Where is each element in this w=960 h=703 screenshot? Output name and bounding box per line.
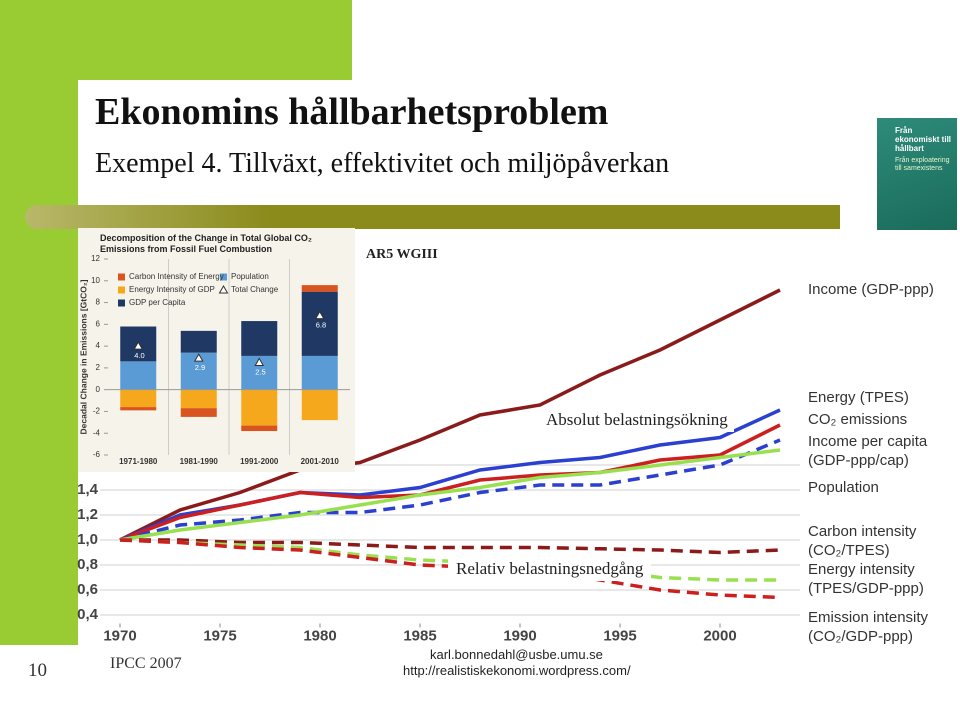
total-label: 2.5 bbox=[255, 367, 265, 376]
x-tick-label: 2001-2010 bbox=[301, 457, 340, 466]
series-line bbox=[119, 448, 781, 542]
legend-label: Total Change bbox=[231, 285, 279, 294]
green-strip bbox=[0, 0, 78, 645]
divider-bar bbox=[25, 205, 840, 229]
x-tick-label: 1971-1980 bbox=[119, 457, 158, 466]
total-marker bbox=[314, 310, 325, 320]
total-marker bbox=[254, 357, 265, 366]
y-tick-label: 2 bbox=[96, 363, 101, 372]
y-tick-label: 6 bbox=[96, 319, 101, 328]
series-line bbox=[119, 288, 781, 542]
y-tick-label: 1,4 bbox=[77, 481, 99, 498]
y-tick-label: 12 bbox=[91, 254, 100, 263]
x-tick-label: 1975 bbox=[203, 627, 236, 644]
slide-title: Ekonomins hållbarhetsproblem bbox=[95, 91, 609, 133]
bar-segment bbox=[180, 330, 217, 353]
x-tick-label: 1991-2000 bbox=[240, 457, 279, 466]
bar-segment bbox=[120, 389, 157, 408]
annotation: Relativ belastningsnedgång bbox=[448, 557, 652, 581]
annotation: Absolut belastningsökning bbox=[540, 408, 734, 432]
bar-segment bbox=[301, 355, 338, 390]
legend-label: Energy Intensity of GDP bbox=[129, 285, 215, 294]
legend-label: Carbon Intensity of Energy bbox=[129, 272, 224, 281]
legend-label: Population bbox=[808, 479, 879, 496]
x-tick-label: 1970 bbox=[103, 627, 136, 644]
y-tick-label: 4 bbox=[96, 341, 101, 350]
total-label: 2.9 bbox=[195, 363, 205, 372]
bar-segment bbox=[241, 425, 278, 432]
y-tick-label: 8 bbox=[96, 298, 101, 307]
y-tick-label: 0,6 bbox=[77, 581, 98, 598]
legend-label: Emission intensity (CO₂/GDP-ppp) bbox=[808, 609, 929, 645]
bar-segment bbox=[180, 408, 217, 417]
x-tick-label: 1981-1990 bbox=[180, 457, 219, 466]
legend-label: Population bbox=[231, 272, 269, 281]
page-number: 10 bbox=[28, 660, 47, 681]
bar-segment bbox=[241, 389, 278, 426]
bar-segment bbox=[301, 291, 338, 356]
x-tick-label: 1980 bbox=[303, 627, 336, 644]
y-tick-label: -6 bbox=[93, 450, 101, 459]
inset-title: Decomposition of the Change in Total Glo… bbox=[100, 233, 312, 254]
y-tick-label: 1,2 bbox=[77, 506, 98, 523]
legend-swatch bbox=[118, 299, 125, 307]
legend-label: Energy (TPES) bbox=[808, 389, 909, 406]
legend-label: Energy intensity (TPES/GDP-ppp) bbox=[808, 561, 924, 597]
series-line bbox=[119, 438, 781, 542]
x-tick-label: 1995 bbox=[603, 627, 636, 644]
url: http://realistiskekonomi.wordpress.com/ bbox=[403, 663, 631, 678]
legend-label: Income (GDP-ppp) bbox=[808, 281, 934, 298]
legend-label: GDP per Capita bbox=[129, 298, 186, 307]
legend-swatch bbox=[118, 286, 125, 294]
book-cover: Från ekonomiskt till hållbart Från explo… bbox=[877, 118, 957, 230]
legend-swatch bbox=[218, 284, 229, 294]
total-marker bbox=[193, 353, 204, 362]
bar-segment bbox=[301, 285, 338, 292]
total-label: 4.0 bbox=[134, 351, 144, 360]
y-axis-title: Decadal Change in Emissions [GtCO₂] bbox=[78, 279, 88, 434]
legend-label: Income per capita (GDP-ppp/cap) bbox=[808, 433, 928, 469]
x-tick-label: 1985 bbox=[403, 627, 436, 644]
y-tick-label: 1,0 bbox=[77, 531, 98, 548]
bar-segment bbox=[241, 321, 278, 356]
bar-segment bbox=[120, 361, 157, 390]
bar-segment bbox=[180, 389, 217, 409]
legend-swatch bbox=[220, 273, 227, 281]
y-tick-label: 10 bbox=[91, 276, 100, 285]
y-tick-label: -4 bbox=[93, 428, 101, 437]
book-title: Från ekonomiskt till hållbart bbox=[895, 126, 952, 153]
bar-segment bbox=[120, 407, 157, 411]
series-line bbox=[119, 423, 781, 542]
annotation: AR5 WGIII bbox=[360, 246, 444, 264]
total-marker bbox=[133, 341, 144, 350]
series-line bbox=[120, 538, 781, 555]
legend-swatch bbox=[118, 273, 125, 281]
x-tick-label: 2000 bbox=[703, 627, 736, 644]
y-tick-label: 0,4 bbox=[77, 606, 99, 623]
book-subtitle: Från exploatering till samexistens bbox=[895, 157, 950, 172]
source: IPCC 2007 bbox=[110, 655, 182, 672]
y-tick-label: 0,8 bbox=[77, 556, 98, 573]
y-tick-label: 0 bbox=[96, 385, 101, 394]
email: karl.bonnedahl@usbe.umu.se bbox=[430, 647, 603, 662]
total-label: 6.8 bbox=[316, 321, 326, 330]
bar-segment bbox=[301, 389, 338, 421]
x-tick-label: 1990 bbox=[503, 627, 536, 644]
legend-label: Carbon intensity (CO₂/TPES) bbox=[808, 523, 917, 559]
y-tick-label: -2 bbox=[93, 407, 101, 416]
slide-subtitle: Exempel 4. Tillväxt, effektivitet och mi… bbox=[95, 148, 670, 179]
legend-label: CO₂ emissions bbox=[808, 411, 908, 428]
